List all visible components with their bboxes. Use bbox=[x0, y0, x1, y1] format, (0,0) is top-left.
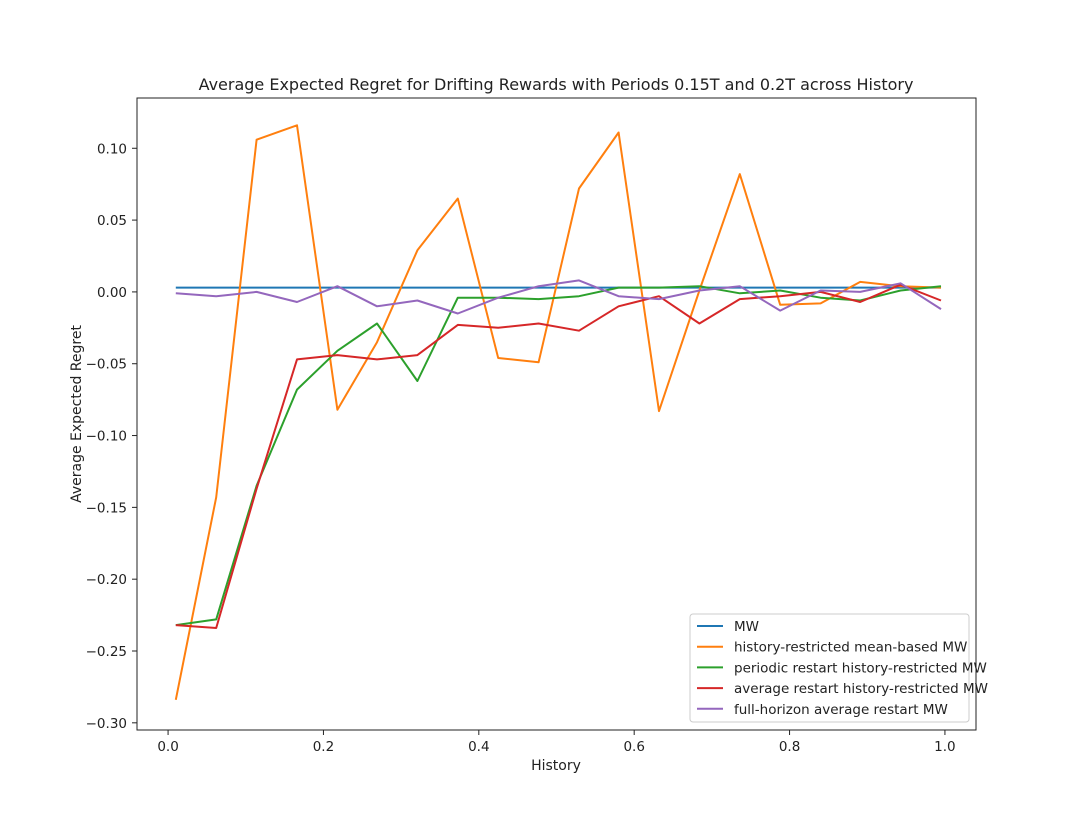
legend: MW history-restricted mean-based MW period… bbox=[689, 613, 988, 723]
legend-label-3: periodic restart history-restricted MW bbox=[734, 660, 987, 676]
y-axis-ticks: 0.10 0.05 0.00 −0.05 −0.10 −0.15 −0.20 −0.25 −0.… bbox=[86, 141, 137, 732]
series-line-5 bbox=[175, 279, 942, 315]
x-tick-label: 1.0 bbox=[934, 739, 955, 755]
legend-label-2: history-restricted mean-based MW bbox=[734, 640, 967, 656]
y-tick-label: −0.10 bbox=[86, 429, 127, 445]
y-axis-label: Average Expected Regret bbox=[69, 325, 85, 503]
y-tick-label: 0.00 bbox=[97, 285, 127, 301]
y-tick-label: −0.25 bbox=[86, 644, 127, 660]
plot-lines bbox=[174, 124, 942, 700]
y-tick-label: −0.20 bbox=[86, 572, 127, 588]
series-line-2 bbox=[174, 124, 942, 700]
x-tick-label: 0.8 bbox=[779, 739, 800, 755]
legend-label-5: full-horizon average restart MW bbox=[734, 702, 948, 718]
series-line-3 bbox=[175, 285, 942, 627]
y-tick-label: −0.30 bbox=[86, 716, 127, 732]
y-tick-label: 0.05 bbox=[97, 213, 127, 229]
y-tick-label: −0.15 bbox=[86, 500, 127, 516]
y-tick-label: 0.10 bbox=[97, 141, 127, 157]
x-tick-label: 0.4 bbox=[468, 739, 489, 755]
x-tick-label: 0.6 bbox=[623, 739, 644, 755]
chart-title: Average Expected Regret for Drifting Rew… bbox=[199, 75, 914, 94]
y-tick-label: −0.05 bbox=[86, 357, 127, 373]
x-tick-label: 0.2 bbox=[313, 739, 334, 755]
legend-label-1: MW bbox=[734, 619, 759, 635]
x-tick-label: 0.0 bbox=[157, 739, 178, 755]
x-axis-label: History bbox=[531, 758, 581, 774]
series-line-4 bbox=[175, 283, 942, 629]
legend-box bbox=[689, 613, 970, 723]
legend-label-4: average restart history-restricted MW bbox=[734, 681, 988, 697]
x-axis-ticks: 0.0 0.2 0.4 0.6 0.8 1.0 bbox=[157, 730, 956, 755]
plot-frame bbox=[136, 97, 977, 731]
